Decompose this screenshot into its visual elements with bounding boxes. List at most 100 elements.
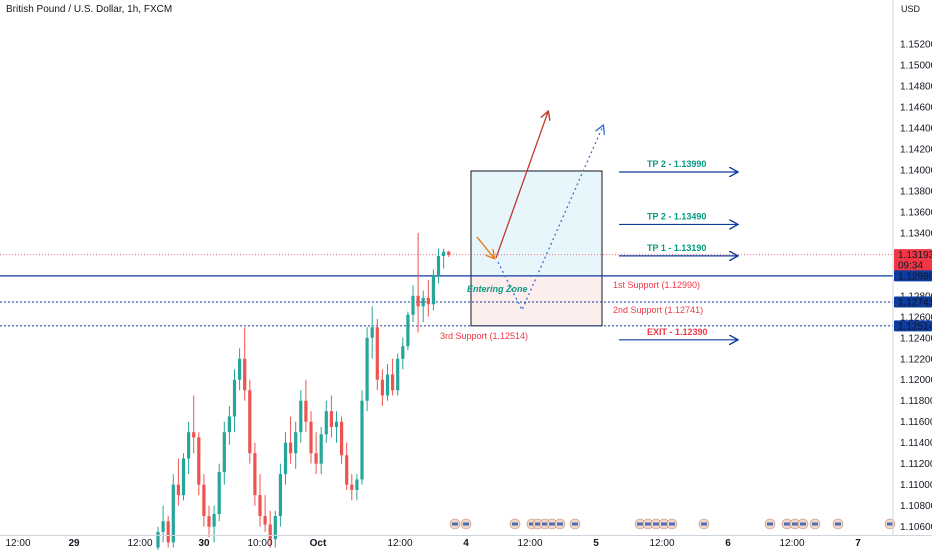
y-tick-label: 1.10600 xyxy=(900,522,932,533)
x-tick-label: 6 xyxy=(725,538,731,549)
support1-label: 1st Support (1.12990) xyxy=(613,280,700,290)
candle-body xyxy=(268,524,272,540)
candle-body xyxy=(289,442,293,454)
y-tick-label: 1.12600 xyxy=(900,312,932,323)
candle-body xyxy=(243,358,247,391)
candle-body xyxy=(217,472,221,515)
x-tick-label: 12:00 xyxy=(649,538,674,549)
candle-body xyxy=(380,379,384,396)
entering-zone-label: Entering Zone xyxy=(467,284,528,294)
y-tick-label: 1.12000 xyxy=(900,375,932,386)
x-tick-label: 12:00 xyxy=(127,538,152,549)
event-icon-flag xyxy=(572,522,578,526)
tp2-lower-label: TP 2 - 1.13490 xyxy=(647,211,706,221)
y-tick-label: 1.11600 xyxy=(900,417,932,428)
candle-body xyxy=(176,484,180,496)
x-tick-label: 12:00 xyxy=(779,538,804,549)
x-tick-label: 12:00 xyxy=(517,538,542,549)
candle-body xyxy=(355,479,359,490)
candle-body xyxy=(447,251,451,255)
y-tick-label: 1.10800 xyxy=(900,501,932,512)
candle-body xyxy=(187,432,191,459)
candle-body xyxy=(416,295,420,307)
y-tick-label: 1.13600 xyxy=(900,207,932,218)
event-icon-flag xyxy=(784,522,790,526)
event-icon-flag xyxy=(835,522,841,526)
event-icon-flag xyxy=(557,522,563,526)
x-tick-label: 10:00 xyxy=(247,538,272,549)
entering-zone-box xyxy=(471,170,602,276)
event-icon-flag xyxy=(452,522,458,526)
event-icon-flag xyxy=(637,522,643,526)
candle-body xyxy=(202,484,206,517)
candle-body xyxy=(238,358,242,380)
y-tick-label: 1.12400 xyxy=(900,333,932,344)
candle-body xyxy=(232,379,237,417)
y-tick-label: 1.14400 xyxy=(900,123,932,134)
candle-body xyxy=(304,400,308,422)
candle-body xyxy=(181,458,186,496)
y-tick-label: 1.11400 xyxy=(900,438,932,449)
candle-body xyxy=(365,337,369,401)
tp1-label: TP 1 - 1.13190 xyxy=(647,243,706,253)
level-badge-2: 1.12741 xyxy=(898,298,932,309)
tp2-upper-label: TP 2 - 1.13990 xyxy=(647,159,706,169)
exit-label: EXIT - 1.12390 xyxy=(647,327,708,337)
x-tick-label: 4 xyxy=(463,538,469,549)
x-tick-label: 12:00 xyxy=(387,538,412,549)
candle-body xyxy=(299,400,303,433)
level-badge-3-bg xyxy=(894,320,932,332)
candle-body xyxy=(385,374,390,396)
candle-body xyxy=(360,400,364,480)
y-tick-label: 1.11000 xyxy=(900,480,932,491)
level-badge-2-bg xyxy=(894,296,932,308)
y-tick-label: 1.15200 xyxy=(900,40,932,51)
candle-body xyxy=(411,295,415,315)
y-tick-label: 1.11800 xyxy=(900,396,932,407)
event-icon-flag xyxy=(512,522,518,526)
candle-body xyxy=(273,516,277,540)
level-badge-3: 1.12514 xyxy=(898,321,932,332)
y-tick-label: 1.12200 xyxy=(900,354,932,365)
symbol-title[interactable]: British Pound / U.S. Dollar, 1h, FXCM xyxy=(6,4,173,15)
event-icon-flag xyxy=(800,522,806,526)
level-badge-1-bg xyxy=(894,270,932,282)
x-tick-label: 30 xyxy=(198,538,210,549)
candle-body xyxy=(222,432,226,473)
event-icon-flag xyxy=(812,522,818,526)
candle-body xyxy=(248,390,252,454)
candle-body xyxy=(345,455,349,485)
bull-arrow xyxy=(495,112,548,259)
candle-body xyxy=(207,516,211,527)
y-tick-label: 1.14600 xyxy=(900,103,932,114)
candle-body xyxy=(212,514,216,527)
candle-body xyxy=(171,484,175,543)
candle-body xyxy=(340,421,344,456)
candle-body xyxy=(334,421,339,427)
x-tick-label: 7 xyxy=(855,538,861,549)
event-icon-flag xyxy=(661,522,667,526)
candle-body xyxy=(314,453,318,464)
candle-body xyxy=(350,484,354,490)
event-icon-flag xyxy=(669,522,675,526)
candle-body xyxy=(227,416,231,433)
y-tick-label: 1.14000 xyxy=(900,165,932,176)
candle-body xyxy=(197,437,201,485)
y-tick-label: 1.15000 xyxy=(900,61,932,72)
candle-body xyxy=(329,411,333,427)
countdown-label: 09:34 xyxy=(898,261,923,272)
candle-body xyxy=(431,274,435,305)
candle-body xyxy=(319,434,323,464)
support-zone-box xyxy=(471,275,602,326)
x-tick-label: 29 xyxy=(68,538,80,549)
candle-body xyxy=(436,255,441,275)
candle-body xyxy=(406,314,410,347)
event-icon-flag xyxy=(463,522,469,526)
candle-body xyxy=(294,432,298,454)
candle-body xyxy=(375,327,379,380)
candle-body xyxy=(421,297,425,307)
x-tick-label: Oct xyxy=(310,538,327,549)
event-icon-flag xyxy=(542,522,548,526)
event-icon-flag xyxy=(549,522,555,526)
